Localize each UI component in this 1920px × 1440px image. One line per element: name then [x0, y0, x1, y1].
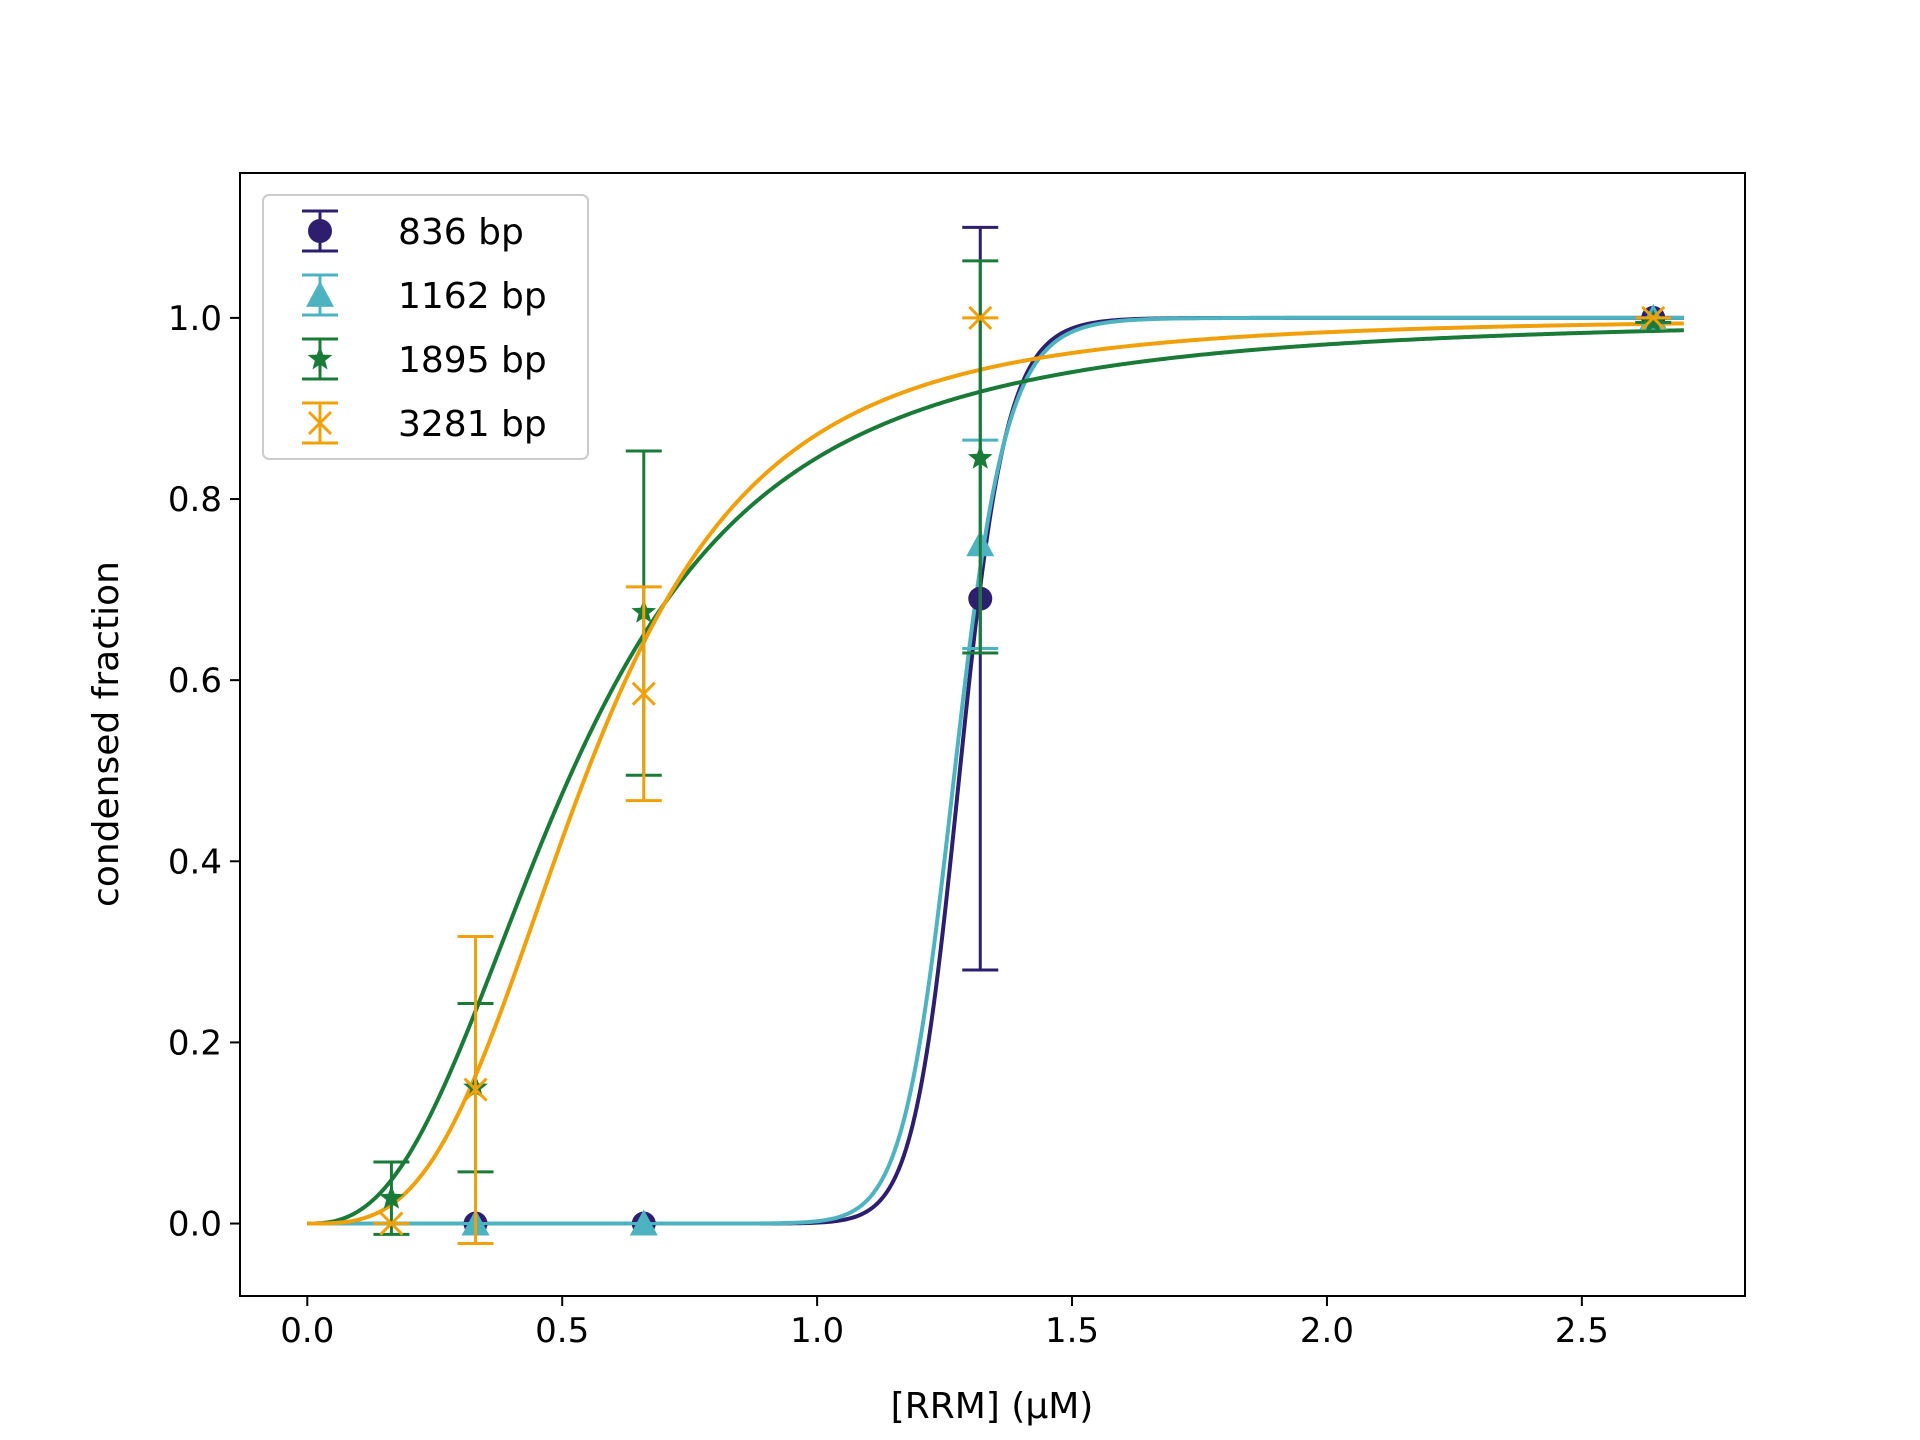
x-tick-label: 2.0 — [1300, 1311, 1354, 1351]
y-axis-label: condensed fraction — [86, 561, 127, 907]
y-tick-label: 0.8 — [168, 480, 222, 520]
y-axis: 0.0 0.2 0.4 0.6 0.8 1.0 — [168, 299, 240, 1245]
plot-area — [307, 225, 1684, 1245]
x-tick-label: 1.0 — [790, 1311, 844, 1351]
plot-frame — [239, 172, 1746, 1297]
fit-curve-series-3 — [307, 321, 1684, 1226]
data-point — [1640, 309, 1666, 333]
legend-label: 836 bp — [398, 212, 524, 253]
legend-marker — [307, 410, 333, 436]
fit-curve-series-2 — [307, 328, 1684, 1226]
data-point — [463, 1077, 488, 1102]
data-point — [379, 1185, 404, 1209]
x-tick-label: 0.0 — [280, 1311, 334, 1351]
x-tick-label: 1.5 — [1045, 1311, 1099, 1351]
x-axis-label: [RRM] (µM) — [891, 1386, 1094, 1427]
legend-marker — [306, 281, 334, 307]
legend-marker — [307, 346, 333, 370]
legend-marker — [308, 219, 332, 243]
x-tick-label: 0.5 — [535, 1311, 589, 1351]
data-point — [629, 1209, 658, 1236]
y-tick-label: 0.4 — [168, 842, 222, 882]
legend-label: 3281 bp — [398, 404, 547, 445]
data-point — [968, 305, 993, 330]
series-3 — [373, 305, 1672, 1245]
data-point — [631, 681, 656, 706]
data-point — [967, 445, 993, 469]
legend-label: 1895 bp — [398, 340, 547, 381]
y-tick-label: 0.2 — [168, 1023, 222, 1063]
legend-box — [262, 194, 589, 460]
legend-label: 1162 bp — [398, 276, 547, 317]
x-axis: 0.0 0.5 1.0 1.5 2.0 2.5 — [280, 1296, 1609, 1351]
y-tick-label: 1.0 — [168, 299, 222, 339]
fit-curve-series-1 — [307, 315, 1684, 1226]
x-tick-label: 2.5 — [1555, 1311, 1609, 1351]
data-point — [379, 1211, 404, 1236]
data-point — [1641, 305, 1666, 330]
legend: 836 bp 1162 bp 1895 bp 3281 bp — [262, 194, 589, 460]
y-tick-label: 0.0 — [168, 1205, 222, 1245]
y-tick-label: 0.6 — [168, 661, 222, 701]
